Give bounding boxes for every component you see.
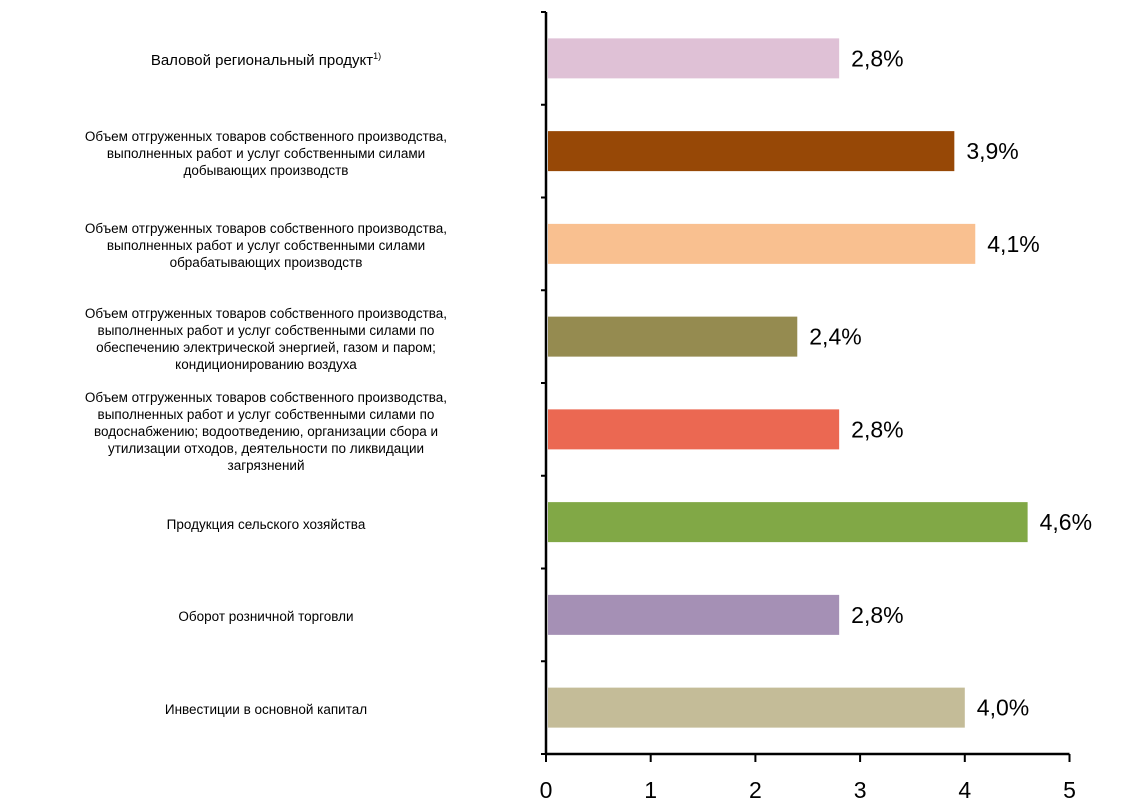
category-label: Объем отгруженных товаров собственного п…: [2, 220, 530, 271]
footnote-mark: 1): [373, 50, 382, 61]
category-label-text: Объем отгруженных товаров собственного п…: [84, 389, 448, 473]
category-label-text: Объем отгруженных товаров собственного п…: [84, 128, 448, 178]
data-label: 2,8%: [851, 602, 903, 628]
bar: [548, 131, 955, 172]
bar: [548, 594, 840, 635]
x-tick-label: 2: [749, 777, 762, 801]
category-label-text: Продукция сельского хозяйства: [166, 516, 366, 532]
category-label-text: Оборот розничной торговли: [178, 609, 354, 625]
bar: [548, 38, 840, 79]
bar: [548, 502, 1028, 543]
bar: [548, 409, 840, 450]
category-label: Объем отгруженных товаров собственного п…: [2, 305, 530, 373]
x-tick-label: 3: [854, 777, 867, 801]
x-tick-label: 5: [1063, 777, 1076, 801]
category-label: Инвестиции в основной капитал: [2, 701, 530, 718]
data-label: 2,8%: [851, 416, 903, 442]
category-label-text: Объем отгруженных товаров собственного п…: [84, 221, 448, 271]
category-label: Продукция сельского хозяйства: [2, 516, 530, 533]
bar: [548, 316, 798, 357]
category-label: Оборот розничной торговли: [2, 608, 530, 625]
category-label-text: Инвестиции в основной капитал: [164, 702, 368, 718]
data-label: 3,9%: [966, 138, 1018, 164]
x-tick-label: 1: [644, 777, 657, 801]
category-label-text: Валовой региональный продукт: [150, 51, 374, 69]
data-label: 4,0%: [977, 695, 1029, 721]
x-tick-label: 0: [540, 777, 553, 801]
data-label: 4,1%: [987, 231, 1039, 257]
bar: [548, 223, 976, 264]
category-label-text: Объем отгруженных товаров собственного п…: [84, 305, 448, 372]
data-label: 2,8%: [851, 45, 903, 71]
category-label: Валовой региональный продукт1): [2, 50, 530, 69]
bar: [548, 687, 965, 728]
data-label: 4,6%: [1040, 509, 1092, 535]
data-label: 2,4%: [809, 324, 861, 350]
x-tick-label: 4: [958, 777, 971, 801]
category-label: Объем отгруженных товаров собственного п…: [2, 128, 530, 179]
category-label: Объем отгруженных товаров собственного п…: [2, 389, 530, 474]
